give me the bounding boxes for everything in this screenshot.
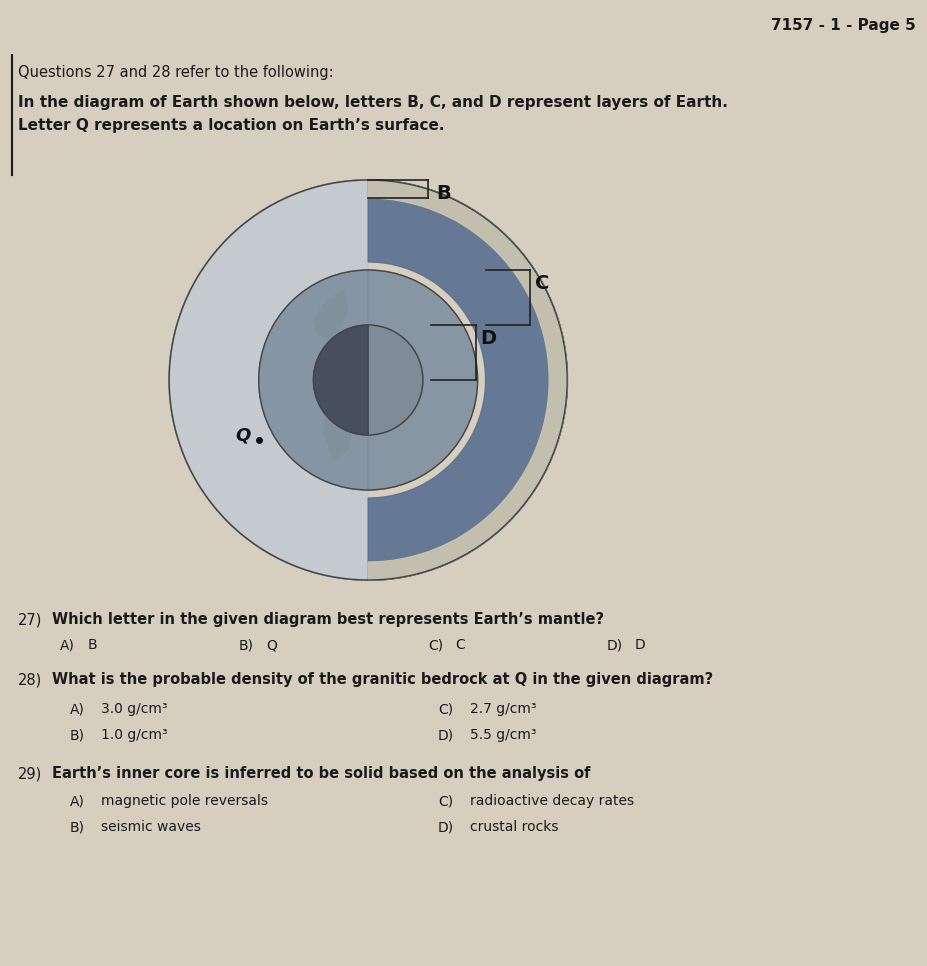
Text: magnetic pole reversals: magnetic pole reversals bbox=[101, 794, 268, 808]
Text: crustal rocks: crustal rocks bbox=[469, 820, 557, 834]
Polygon shape bbox=[313, 325, 368, 435]
Text: What is the probable density of the granitic bedrock at Q in the given diagram?: What is the probable density of the gran… bbox=[52, 672, 712, 687]
Text: B: B bbox=[87, 638, 97, 652]
Text: radioactive decay rates: radioactive decay rates bbox=[469, 794, 633, 808]
Text: Which letter in the given diagram best represents Earth’s mantle?: Which letter in the given diagram best r… bbox=[52, 612, 603, 627]
Polygon shape bbox=[368, 180, 566, 580]
Polygon shape bbox=[323, 355, 362, 460]
Polygon shape bbox=[368, 325, 423, 435]
Polygon shape bbox=[368, 180, 566, 580]
Polygon shape bbox=[313, 290, 348, 340]
Text: A): A) bbox=[70, 702, 84, 716]
Text: D: D bbox=[480, 329, 496, 348]
Text: C: C bbox=[535, 274, 549, 293]
Text: 3.0 g/cm³: 3.0 g/cm³ bbox=[101, 702, 168, 716]
Text: C): C) bbox=[438, 702, 452, 716]
Text: Q: Q bbox=[235, 426, 251, 444]
Polygon shape bbox=[259, 270, 368, 490]
Text: D): D) bbox=[438, 820, 453, 834]
Text: 28): 28) bbox=[18, 672, 42, 687]
Text: Letter Q represents a location on Earth’s surface.: Letter Q represents a location on Earth’… bbox=[18, 118, 444, 133]
Text: D): D) bbox=[438, 728, 453, 742]
Text: B): B) bbox=[238, 638, 253, 652]
Text: seismic waves: seismic waves bbox=[101, 820, 201, 834]
Text: C): C) bbox=[427, 638, 442, 652]
Text: C): C) bbox=[438, 794, 452, 808]
Text: D): D) bbox=[606, 638, 622, 652]
Text: 27): 27) bbox=[18, 612, 43, 627]
Text: B: B bbox=[436, 184, 451, 203]
Text: C: C bbox=[455, 638, 465, 652]
Text: A): A) bbox=[59, 638, 74, 652]
Text: Q: Q bbox=[266, 638, 277, 652]
Text: In the diagram of Earth shown below, letters B, C, and D represent layers of Ear: In the diagram of Earth shown below, let… bbox=[18, 95, 727, 110]
Text: B): B) bbox=[70, 728, 84, 742]
Text: 29): 29) bbox=[18, 766, 42, 781]
Text: 5.5 g/cm³: 5.5 g/cm³ bbox=[469, 728, 536, 742]
Text: 2.7 g/cm³: 2.7 g/cm³ bbox=[469, 702, 536, 716]
Text: 7157 - 1 - Page 5: 7157 - 1 - Page 5 bbox=[769, 18, 914, 33]
Text: A): A) bbox=[70, 794, 84, 808]
Text: 1.0 g/cm³: 1.0 g/cm³ bbox=[101, 728, 168, 742]
Text: Questions 27 and 28 refer to the following:: Questions 27 and 28 refer to the followi… bbox=[18, 65, 333, 80]
Polygon shape bbox=[368, 270, 477, 490]
Text: B): B) bbox=[70, 820, 84, 834]
Text: Earth’s inner core is inferred to be solid based on the analysis of: Earth’s inner core is inferred to be sol… bbox=[52, 766, 590, 781]
Polygon shape bbox=[169, 180, 368, 580]
Text: D: D bbox=[634, 638, 645, 652]
